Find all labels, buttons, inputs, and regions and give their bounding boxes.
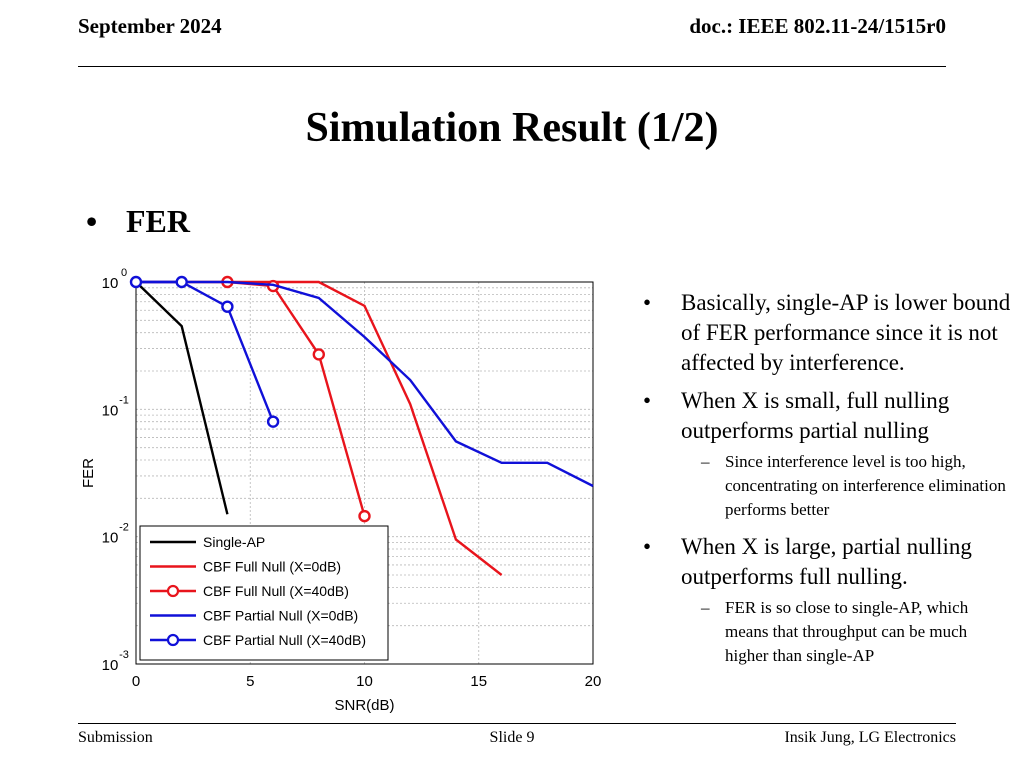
main-bullet: • FER xyxy=(86,203,190,240)
data-point xyxy=(221,300,234,313)
y-tick-label: 10 xyxy=(102,530,119,547)
y-axis-label: FER xyxy=(80,458,97,488)
slide-title: Simulation Result (1/2) xyxy=(305,105,719,151)
series-line xyxy=(136,280,594,488)
data-point xyxy=(358,509,371,523)
sub-dash: – xyxy=(701,452,710,471)
x-tick-label: 5 xyxy=(246,673,254,690)
data-point xyxy=(129,275,143,289)
footer-author: Insik Jung, LG Electronics xyxy=(784,729,956,746)
legend-label: CBF Partial Null (X=40dB) xyxy=(203,632,366,648)
note-sub-text-2: Since interference level is too high, co… xyxy=(725,452,1006,519)
note-bullet-1: • Basically, single-AP is lower bound of … xyxy=(643,288,1013,378)
legend-label: Single-AP xyxy=(203,534,265,550)
series-1 xyxy=(135,281,229,515)
footer-submission: Submission xyxy=(78,729,153,746)
series-line xyxy=(135,281,229,515)
series-line xyxy=(227,280,366,517)
series-3 xyxy=(221,275,371,523)
y-tick-label: 10 xyxy=(102,275,119,292)
legend-entry: Single-AP xyxy=(150,534,265,550)
y-tick-exponent: 0 xyxy=(121,267,127,279)
legend-entry: CBF Full Null (X=0dB) xyxy=(150,559,341,575)
header-doc-id: doc.: IEEE 802.11-24/1515r0 xyxy=(689,14,946,38)
y-tick-exponent: -3 xyxy=(119,649,129,661)
legend-marker xyxy=(166,584,180,598)
bullet-dot: • xyxy=(643,290,652,315)
legend-label: CBF Partial Null (X=0dB) xyxy=(203,608,358,624)
notes-panel: • Basically, single-AP is lower bound of … xyxy=(643,288,1013,678)
x-axis-label: SNR(dB) xyxy=(334,697,394,714)
note-text-1: Basically, single-AP is lower bound of F… xyxy=(681,290,1011,375)
sub-dash: – xyxy=(701,598,710,617)
x-tick-label: 0 xyxy=(132,673,140,690)
chart-legend: Single-AP CBF Full Null (X=0dB) CBF Full N… xyxy=(139,525,389,661)
note-sub-text-3: FER is so close to single-AP, which mean… xyxy=(725,598,969,665)
bullet-dot: • xyxy=(86,203,98,239)
note-text-2: When X is small, full nulling outperform… xyxy=(681,388,950,443)
data-point xyxy=(266,415,280,428)
x-tick-label: 10 xyxy=(356,673,373,690)
bullet-dot: • xyxy=(643,534,652,559)
x-tick-label: 20 xyxy=(585,673,602,690)
y-tick-label: 10 xyxy=(102,402,119,419)
data-point xyxy=(175,275,188,289)
series-4 xyxy=(136,280,594,488)
legend-box xyxy=(139,525,389,661)
chart-series xyxy=(129,275,594,576)
y-tick-label: 10 xyxy=(102,657,119,674)
x-tick-label: 15 xyxy=(470,673,487,690)
header-divider xyxy=(78,66,946,67)
footer-divider xyxy=(78,723,956,724)
y-tick-exponent: -1 xyxy=(119,394,129,406)
y-tick-exponent: -2 xyxy=(119,522,129,534)
footer-slide-number: Slide 9 xyxy=(489,729,535,746)
note-text-3: When X is large, partial nulling outperf… xyxy=(681,534,972,589)
legend-entry: CBF Full Null (X=40dB) xyxy=(150,583,349,599)
note-sub-2: – Since interference level is too high, c… xyxy=(643,450,1013,522)
series-line xyxy=(136,280,275,423)
note-bullet-3: • When X is large, partial nulling outper… xyxy=(643,532,1013,592)
legend-entry: CBF Partial Null (X=40dB) xyxy=(150,632,366,648)
note-sub-3: – FER is so close to single-AP, which mea… xyxy=(643,596,1013,668)
data-point xyxy=(312,348,326,361)
header-date: September 2024 xyxy=(78,14,222,38)
series-5 xyxy=(129,275,280,428)
legend-label: CBF Full Null (X=0dB) xyxy=(203,559,341,575)
legend-entry: CBF Partial Null (X=0dB) xyxy=(150,608,358,624)
plot-frame xyxy=(135,281,594,665)
note-bullet-2: • When X is small, full nulling outperfor… xyxy=(643,386,1013,446)
main-bullet-label: FER xyxy=(126,203,190,239)
bullet-dot: • xyxy=(643,388,652,413)
legend-label: CBF Full Null (X=40dB) xyxy=(203,583,349,599)
legend-marker xyxy=(166,633,180,647)
